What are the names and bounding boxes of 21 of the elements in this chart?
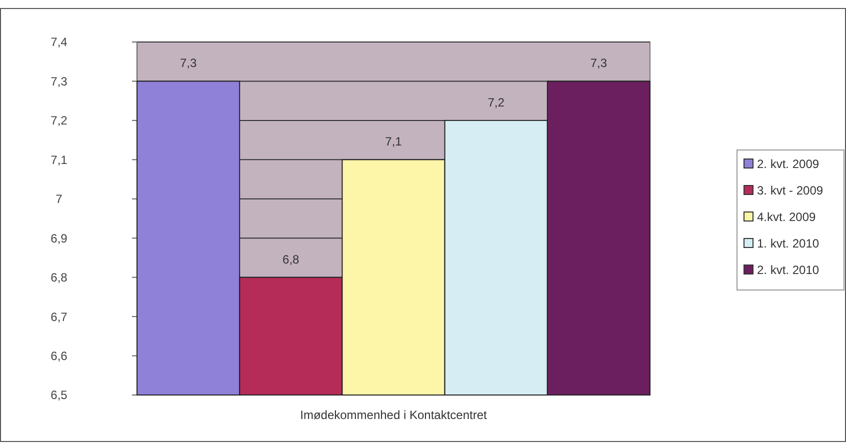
y-tick-label: 6,5 <box>50 388 68 402</box>
y-tick-label: 7,4 <box>50 35 68 50</box>
data-label: 7,3 <box>180 56 197 70</box>
legend-label: 2. kvt. 2009 <box>757 157 820 172</box>
y-tick-label: 6,8 <box>50 270 68 285</box>
legend-label: 2. kvt. 2010 <box>757 263 820 278</box>
data-label: 7,3 <box>590 56 608 70</box>
legend-label: 3. kvt - 2009 <box>757 184 824 198</box>
x-axis-title: Imødekommenhed i Kontaktcentret <box>300 408 488 422</box>
data-label: 7,2 <box>488 95 505 110</box>
y-tick-label: 7,3 <box>50 74 68 88</box>
y-tick-label: 7,2 <box>50 114 68 128</box>
y-tick-label: 6,9 <box>50 231 68 246</box>
y-tick-label: 6,6 <box>50 348 68 363</box>
y-tick-label: 7 <box>56 192 63 206</box>
legend-label: 1. kvt. 2010 <box>757 236 820 251</box>
data-label: 6,8 <box>282 252 300 266</box>
y-tick-label: 7,1 <box>50 152 68 167</box>
legend-label: 4.kvt. 2009 <box>757 210 816 224</box>
data-label: 7,1 <box>385 134 402 149</box>
y-tick-label: 6,7 <box>50 310 68 324</box>
